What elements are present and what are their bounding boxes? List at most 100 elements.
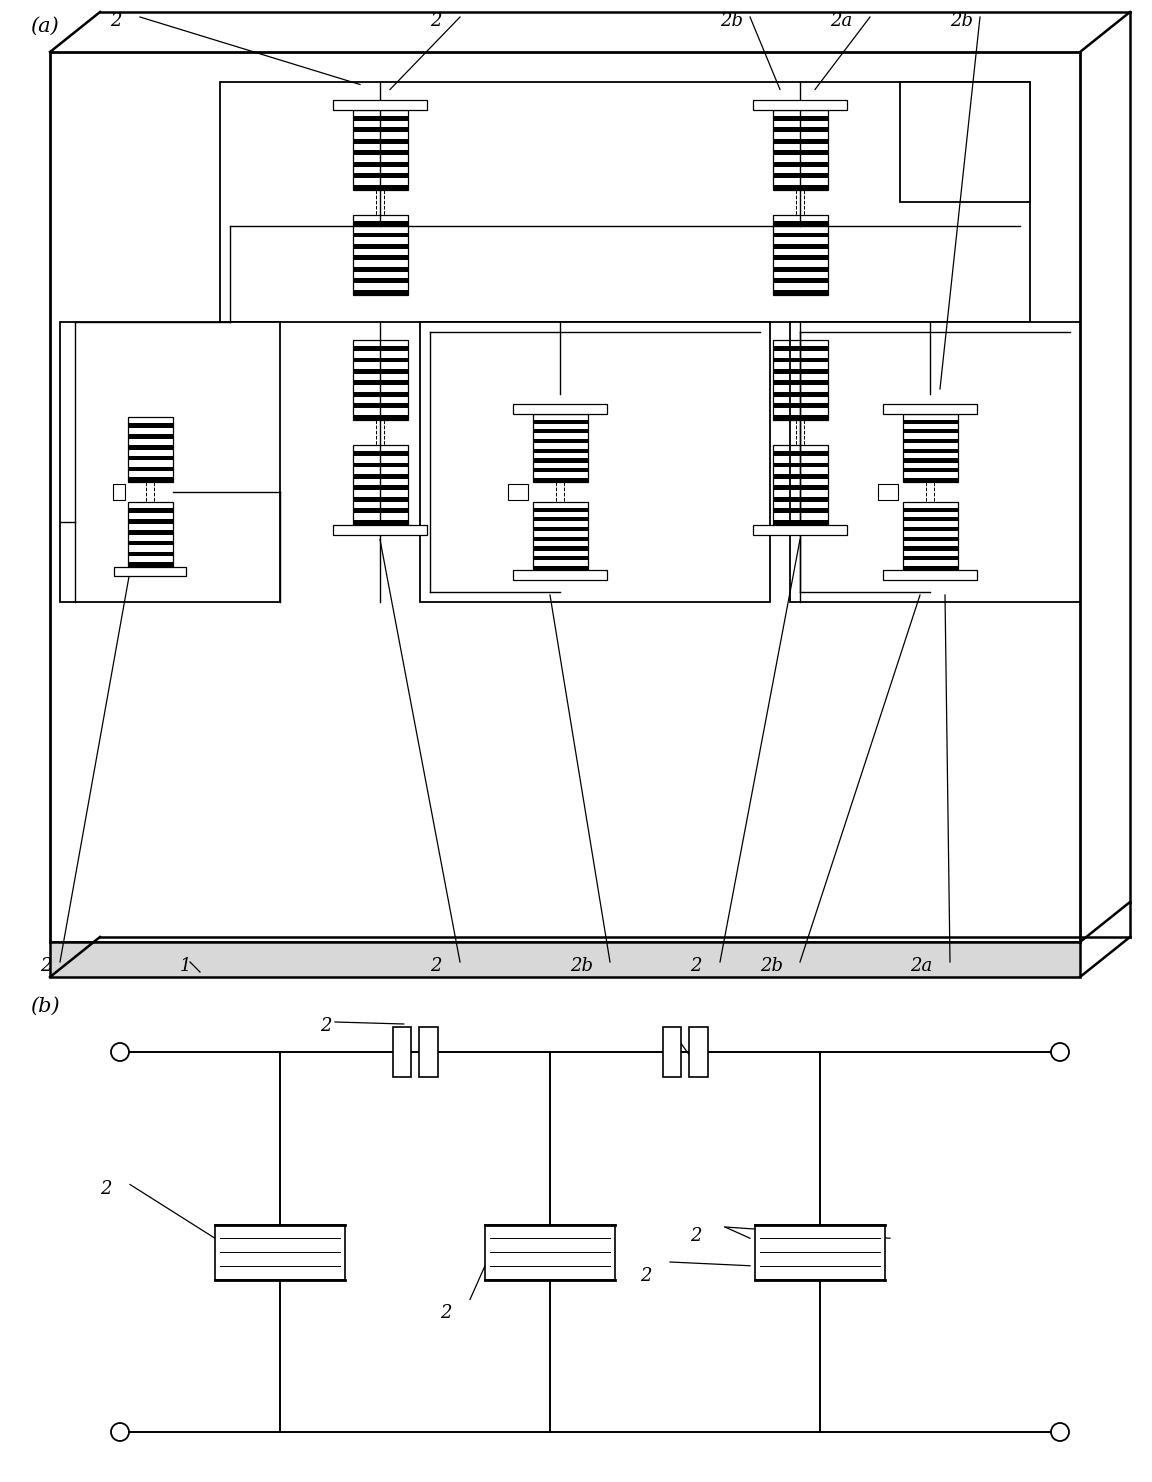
Bar xyxy=(128,424,173,428)
Bar xyxy=(532,508,588,511)
Bar xyxy=(773,520,827,525)
Bar xyxy=(128,508,173,513)
Bar xyxy=(773,267,827,271)
Text: 2a: 2a xyxy=(910,957,932,975)
Bar xyxy=(773,279,827,283)
Bar xyxy=(514,405,607,413)
Bar xyxy=(900,82,1030,202)
Bar xyxy=(353,255,408,261)
Bar xyxy=(902,566,957,571)
Bar xyxy=(532,556,588,560)
Circle shape xyxy=(111,1043,129,1061)
Bar xyxy=(353,245,408,249)
Bar xyxy=(353,127,408,132)
Bar xyxy=(128,502,173,568)
Bar xyxy=(902,413,957,482)
Bar xyxy=(532,536,588,541)
Bar xyxy=(773,245,827,249)
Bar xyxy=(353,150,408,156)
Bar xyxy=(220,82,1030,322)
Circle shape xyxy=(1051,1043,1069,1061)
Bar xyxy=(393,1027,411,1077)
Text: 2b: 2b xyxy=(720,12,743,30)
Text: 2: 2 xyxy=(109,12,121,30)
Bar xyxy=(333,525,426,535)
Text: 2: 2 xyxy=(320,1017,332,1034)
Bar xyxy=(353,185,408,190)
Text: 1: 1 xyxy=(180,957,191,975)
Bar xyxy=(902,468,957,473)
Bar xyxy=(353,381,408,385)
Bar xyxy=(419,1027,438,1077)
Bar xyxy=(790,322,1081,602)
Bar xyxy=(532,413,588,482)
Circle shape xyxy=(111,1423,129,1441)
Bar xyxy=(773,496,827,501)
Bar xyxy=(353,173,408,178)
Bar xyxy=(773,403,827,408)
Bar xyxy=(353,357,408,363)
Bar xyxy=(532,419,588,424)
Text: (a): (a) xyxy=(30,16,59,36)
Bar xyxy=(773,255,827,261)
Bar xyxy=(773,381,827,385)
Bar xyxy=(902,430,957,433)
Text: 2b: 2b xyxy=(760,957,783,975)
Text: 2: 2 xyxy=(430,12,441,30)
Bar xyxy=(128,445,173,449)
Bar xyxy=(773,462,827,467)
Bar xyxy=(773,357,827,363)
Bar xyxy=(514,571,607,579)
Bar xyxy=(353,486,408,491)
Bar xyxy=(128,551,173,556)
Bar xyxy=(902,547,957,551)
Bar xyxy=(753,99,847,110)
Bar xyxy=(508,485,528,499)
Bar xyxy=(662,1027,681,1077)
Bar xyxy=(773,451,827,456)
Bar xyxy=(532,528,588,531)
Text: 2: 2 xyxy=(690,1227,702,1245)
Text: 2b: 2b xyxy=(950,12,973,30)
Circle shape xyxy=(1051,1423,1069,1441)
Bar xyxy=(353,508,408,513)
Bar xyxy=(753,525,847,535)
Text: 2: 2 xyxy=(430,957,441,975)
Text: 2: 2 xyxy=(40,957,52,975)
Bar xyxy=(902,449,957,453)
Bar xyxy=(773,150,827,156)
Bar xyxy=(353,139,408,144)
Bar xyxy=(353,116,408,122)
Bar xyxy=(60,322,280,602)
Bar xyxy=(902,517,957,522)
Bar xyxy=(773,139,827,144)
Bar xyxy=(128,416,173,482)
Bar xyxy=(532,566,588,571)
Bar xyxy=(50,943,1081,977)
Bar xyxy=(532,430,588,433)
Bar xyxy=(353,496,408,501)
Bar xyxy=(773,110,827,190)
Bar xyxy=(773,474,827,479)
Bar xyxy=(773,221,827,225)
Bar xyxy=(773,185,827,190)
Bar xyxy=(353,451,408,456)
Bar xyxy=(532,517,588,522)
Bar xyxy=(773,347,827,351)
Bar xyxy=(353,391,408,397)
Bar xyxy=(353,415,408,419)
Bar xyxy=(773,116,827,122)
Text: (b): (b) xyxy=(30,997,60,1017)
Bar xyxy=(773,173,827,178)
Text: 2: 2 xyxy=(670,1037,682,1055)
Text: 2a: 2a xyxy=(829,12,852,30)
Bar xyxy=(333,99,426,110)
Bar xyxy=(878,485,897,499)
Bar xyxy=(114,568,185,576)
Bar xyxy=(353,347,408,351)
Text: 2: 2 xyxy=(100,1180,112,1197)
Bar xyxy=(353,339,408,419)
Bar xyxy=(128,467,173,471)
Bar xyxy=(773,369,827,373)
Bar xyxy=(532,468,588,473)
